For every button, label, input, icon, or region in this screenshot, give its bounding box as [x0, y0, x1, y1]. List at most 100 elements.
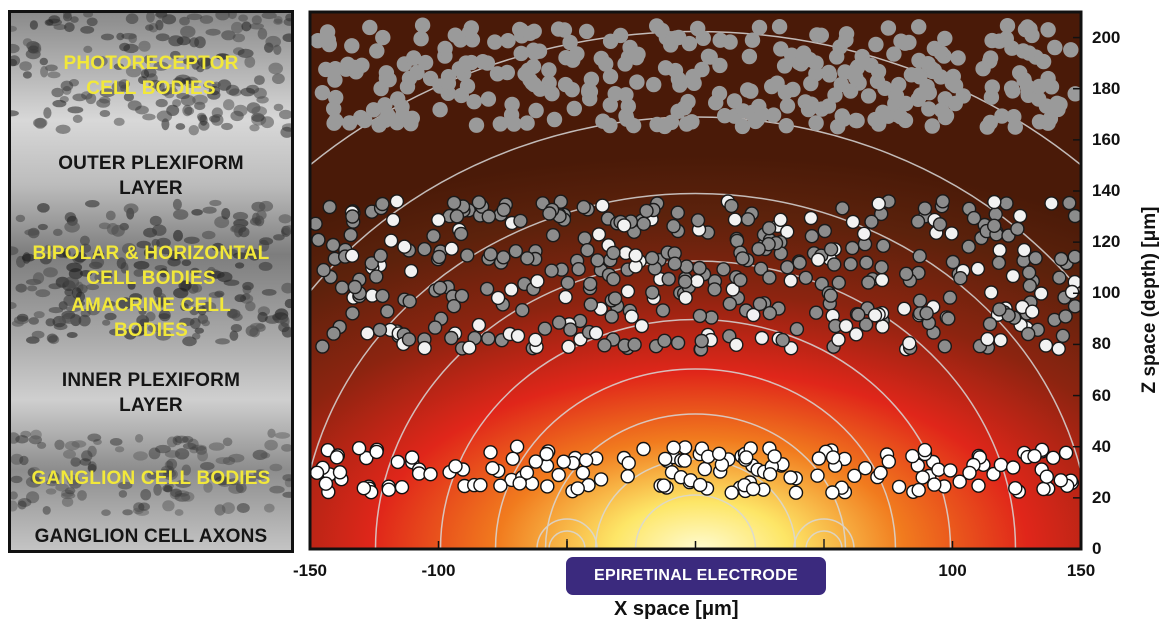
cell-marker [431, 249, 447, 265]
histology-panel: PHOTORECEPTOR CELL BODIES OUTER PLEXIFORM L… [8, 10, 294, 553]
cell-marker [849, 327, 864, 342]
cell-marker [905, 448, 920, 464]
cell-marker [1040, 22, 1056, 38]
cell-marker [532, 81, 548, 97]
cell-marker [1035, 53, 1052, 70]
cell-marker [926, 62, 942, 79]
cell-marker [694, 333, 709, 349]
cell-marker [325, 237, 341, 253]
cell-marker [984, 285, 999, 300]
cell-marker [838, 318, 854, 334]
cell-marker [427, 320, 443, 335]
cell-marker [460, 248, 475, 263]
cell-marker [953, 271, 968, 286]
cell-marker [1019, 19, 1036, 35]
cell-marker [526, 44, 543, 61]
histology-layer-label: GANGLION CELL AXONS [11, 524, 291, 549]
cell-marker [783, 470, 798, 485]
cell-marker [932, 217, 948, 232]
cell-marker [509, 439, 525, 454]
cell-marker [707, 282, 722, 297]
cell-marker [583, 71, 600, 88]
z-tick-label: 120 [1092, 232, 1121, 252]
cell-marker [831, 275, 846, 290]
cell-marker [1027, 448, 1042, 464]
cell-marker [315, 339, 330, 354]
cell-marker [496, 250, 511, 265]
z-tick-label: 200 [1092, 27, 1121, 47]
cell-marker [980, 331, 995, 347]
cell-marker [810, 468, 825, 483]
histology-layer-label-line: BIPOLAR & HORIZONTAL [32, 243, 270, 264]
cell-marker [1003, 80, 1020, 96]
cell-marker [912, 248, 927, 264]
cell-marker [414, 17, 431, 33]
cell-marker [505, 451, 520, 466]
cell-marker [666, 218, 681, 234]
cell-marker [825, 485, 840, 500]
cell-marker [917, 201, 933, 216]
cell-marker [754, 330, 770, 346]
cell-marker [933, 102, 950, 118]
cell-marker [726, 93, 743, 109]
cell-marker [542, 206, 557, 221]
cell-marker [560, 275, 575, 291]
cell-marker [803, 75, 819, 92]
cell-marker [984, 32, 1000, 49]
cell-marker [362, 19, 378, 36]
cell-marker [417, 241, 432, 257]
cell-marker [924, 118, 940, 134]
cell-marker [802, 51, 818, 68]
x-tick-label: -150 [292, 561, 328, 580]
cell-marker [655, 303, 671, 318]
cell-marker [479, 281, 495, 297]
cell-marker [386, 212, 401, 228]
cell-marker [431, 212, 446, 228]
cell-marker [570, 481, 585, 496]
cell-marker [500, 33, 516, 49]
cell-marker [729, 337, 744, 352]
cell-marker [753, 261, 769, 276]
cell-marker [462, 340, 477, 355]
cell-marker [1005, 268, 1021, 284]
cell-marker [1055, 328, 1071, 343]
cell-marker [515, 303, 530, 318]
cell-marker [644, 250, 660, 266]
cell-marker [513, 45, 529, 62]
cell-marker [1006, 460, 1021, 475]
cell-marker [575, 465, 591, 480]
cell-marker [607, 85, 623, 102]
cell-marker [579, 23, 595, 40]
cell-marker [645, 285, 660, 300]
cell-marker [746, 481, 761, 497]
epiretinal-electrode-badge: EPIRETINAL ELECTRODE [566, 557, 826, 595]
cell-marker [520, 251, 535, 266]
cell-marker [845, 214, 861, 230]
cell-marker [563, 322, 578, 337]
z-tick-label: 20 [1092, 487, 1111, 507]
histology-layer-label-line: LAYER [119, 395, 183, 416]
cell-marker [345, 248, 360, 263]
cell-marker [899, 266, 914, 281]
cell-marker [487, 34, 503, 50]
cell-marker [316, 262, 331, 278]
cell-marker [886, 46, 902, 62]
cell-marker [861, 275, 876, 290]
cell-marker [992, 242, 1007, 258]
cell-marker [1031, 78, 1047, 95]
cell-marker [910, 67, 926, 83]
cell-marker [1051, 341, 1066, 356]
cell-marker [683, 73, 699, 89]
histology-layer-label-line: LAYER [119, 178, 183, 199]
cell-marker [712, 57, 728, 74]
cell-marker [821, 64, 837, 81]
cell-marker [1021, 45, 1037, 61]
cell-marker [351, 441, 367, 456]
cell-marker [444, 241, 459, 256]
cell-marker [310, 33, 326, 49]
z-tick-label: 140 [1092, 181, 1121, 200]
cell-marker [947, 77, 964, 94]
cell-marker [859, 255, 874, 270]
cell-marker [831, 332, 846, 347]
cell-marker [880, 20, 897, 36]
